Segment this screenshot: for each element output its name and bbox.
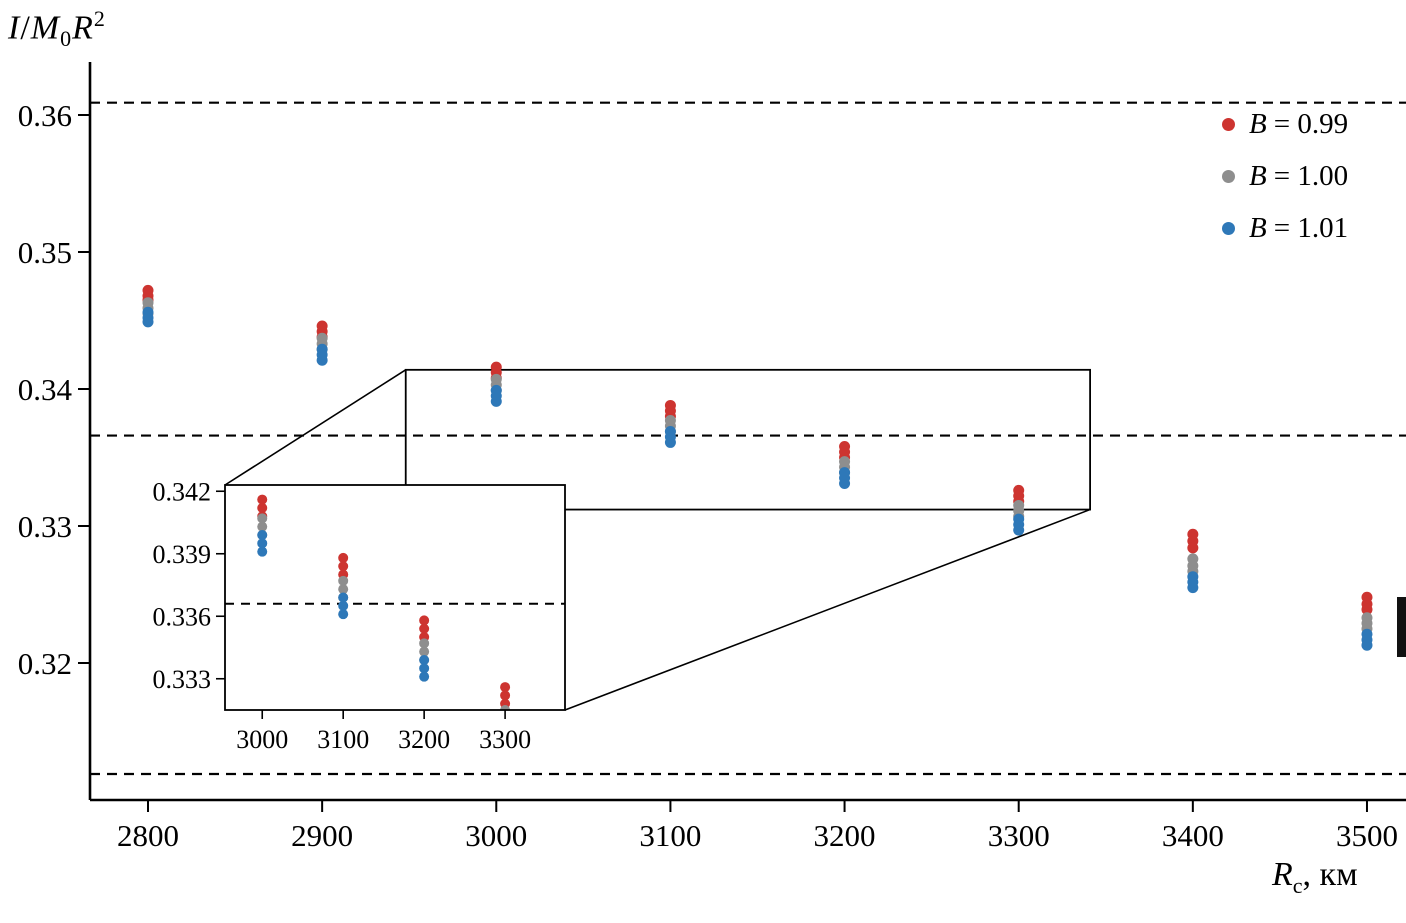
y-tick-label: 0.33 (18, 509, 72, 544)
y-axis-title-slash: / (20, 9, 31, 47)
legend-marker-icon (1222, 118, 1235, 131)
y-tick-label: 0.32 (18, 646, 72, 681)
legend-item: B = 1.00 (1222, 160, 1348, 193)
legend-marker-icon (1222, 222, 1235, 235)
inset-x-tick-label: 3000 (236, 725, 288, 754)
legend-item: B = 1.01 (1222, 212, 1348, 245)
inset-axes: 3000 3100 3200 3300 0.333 0.336 0.339 0.342 (153, 477, 566, 754)
zoom-connector-line (564, 508, 1091, 711)
x-axis-title-var: R (1272, 856, 1293, 893)
x-axis-title-subscript: c (1292, 872, 1303, 898)
y-tick-label: 0.36 (18, 98, 72, 133)
y-axis-title-var: I (8, 9, 21, 47)
x-tick-label: 2800 (117, 818, 179, 853)
cropped-edge-element (1397, 597, 1406, 657)
x-axis-title: Rc, км (1272, 856, 1358, 899)
x-tick-label: 3500 (1336, 818, 1398, 853)
x-tick-label: 3300 (988, 818, 1050, 853)
legend-marker-icon (1222, 170, 1235, 183)
inset-x-tick-label: 3300 (479, 725, 531, 754)
y-axis-title-subscript: 0 (60, 26, 73, 52)
inset-border (224, 484, 566, 711)
legend-item-label: B = 0.99 (1249, 108, 1348, 141)
legend-var: B (1249, 160, 1267, 192)
y-axis-title-radius: R (72, 9, 94, 47)
zoom-region-rect (404, 368, 1091, 511)
inset-x-tick-label: 3200 (398, 725, 450, 754)
inset-x-tick-label: 3100 (317, 725, 369, 754)
legend-value: = 1.01 (1273, 212, 1349, 244)
inset-y-tick-label: 0.342 (153, 477, 212, 506)
y-axis-title-superscript: 2 (93, 6, 106, 31)
y-tick-label: 0.34 (18, 372, 73, 407)
legend-value: = 0.99 (1273, 108, 1349, 140)
legend-value: = 1.00 (1273, 160, 1349, 192)
inset-y-tick-label: 0.333 (153, 665, 212, 694)
legend-item-label: B = 1.00 (1249, 160, 1348, 193)
x-tick-label: 3200 (814, 818, 876, 853)
x-tick-label: 3100 (639, 818, 701, 853)
x-axis-title-units: , км (1302, 856, 1358, 893)
legend-item-label: B = 1.01 (1249, 212, 1348, 245)
x-tick-label: 3000 (465, 818, 527, 853)
legend-var: B (1249, 212, 1267, 244)
y-axis-title-mass: M (30, 9, 61, 47)
x-tick-label: 3400 (1162, 818, 1224, 853)
legend: B = 0.99 B = 1.00 B = 1.01 (1222, 108, 1348, 245)
x-tick-label: 2900 (291, 818, 353, 853)
y-axis-title: I/M0R2 (8, 6, 106, 52)
inset-series-points (257, 530, 430, 682)
inset-y-tick-label: 0.339 (153, 540, 212, 569)
zoom-connector-line (224, 369, 407, 486)
series-points (142, 306, 1373, 651)
inset-y-tick-label: 0.336 (153, 602, 212, 631)
legend-item: B = 0.99 (1222, 108, 1348, 141)
y-tick-label: 0.35 (18, 235, 72, 270)
legend-var: B (1249, 108, 1267, 140)
